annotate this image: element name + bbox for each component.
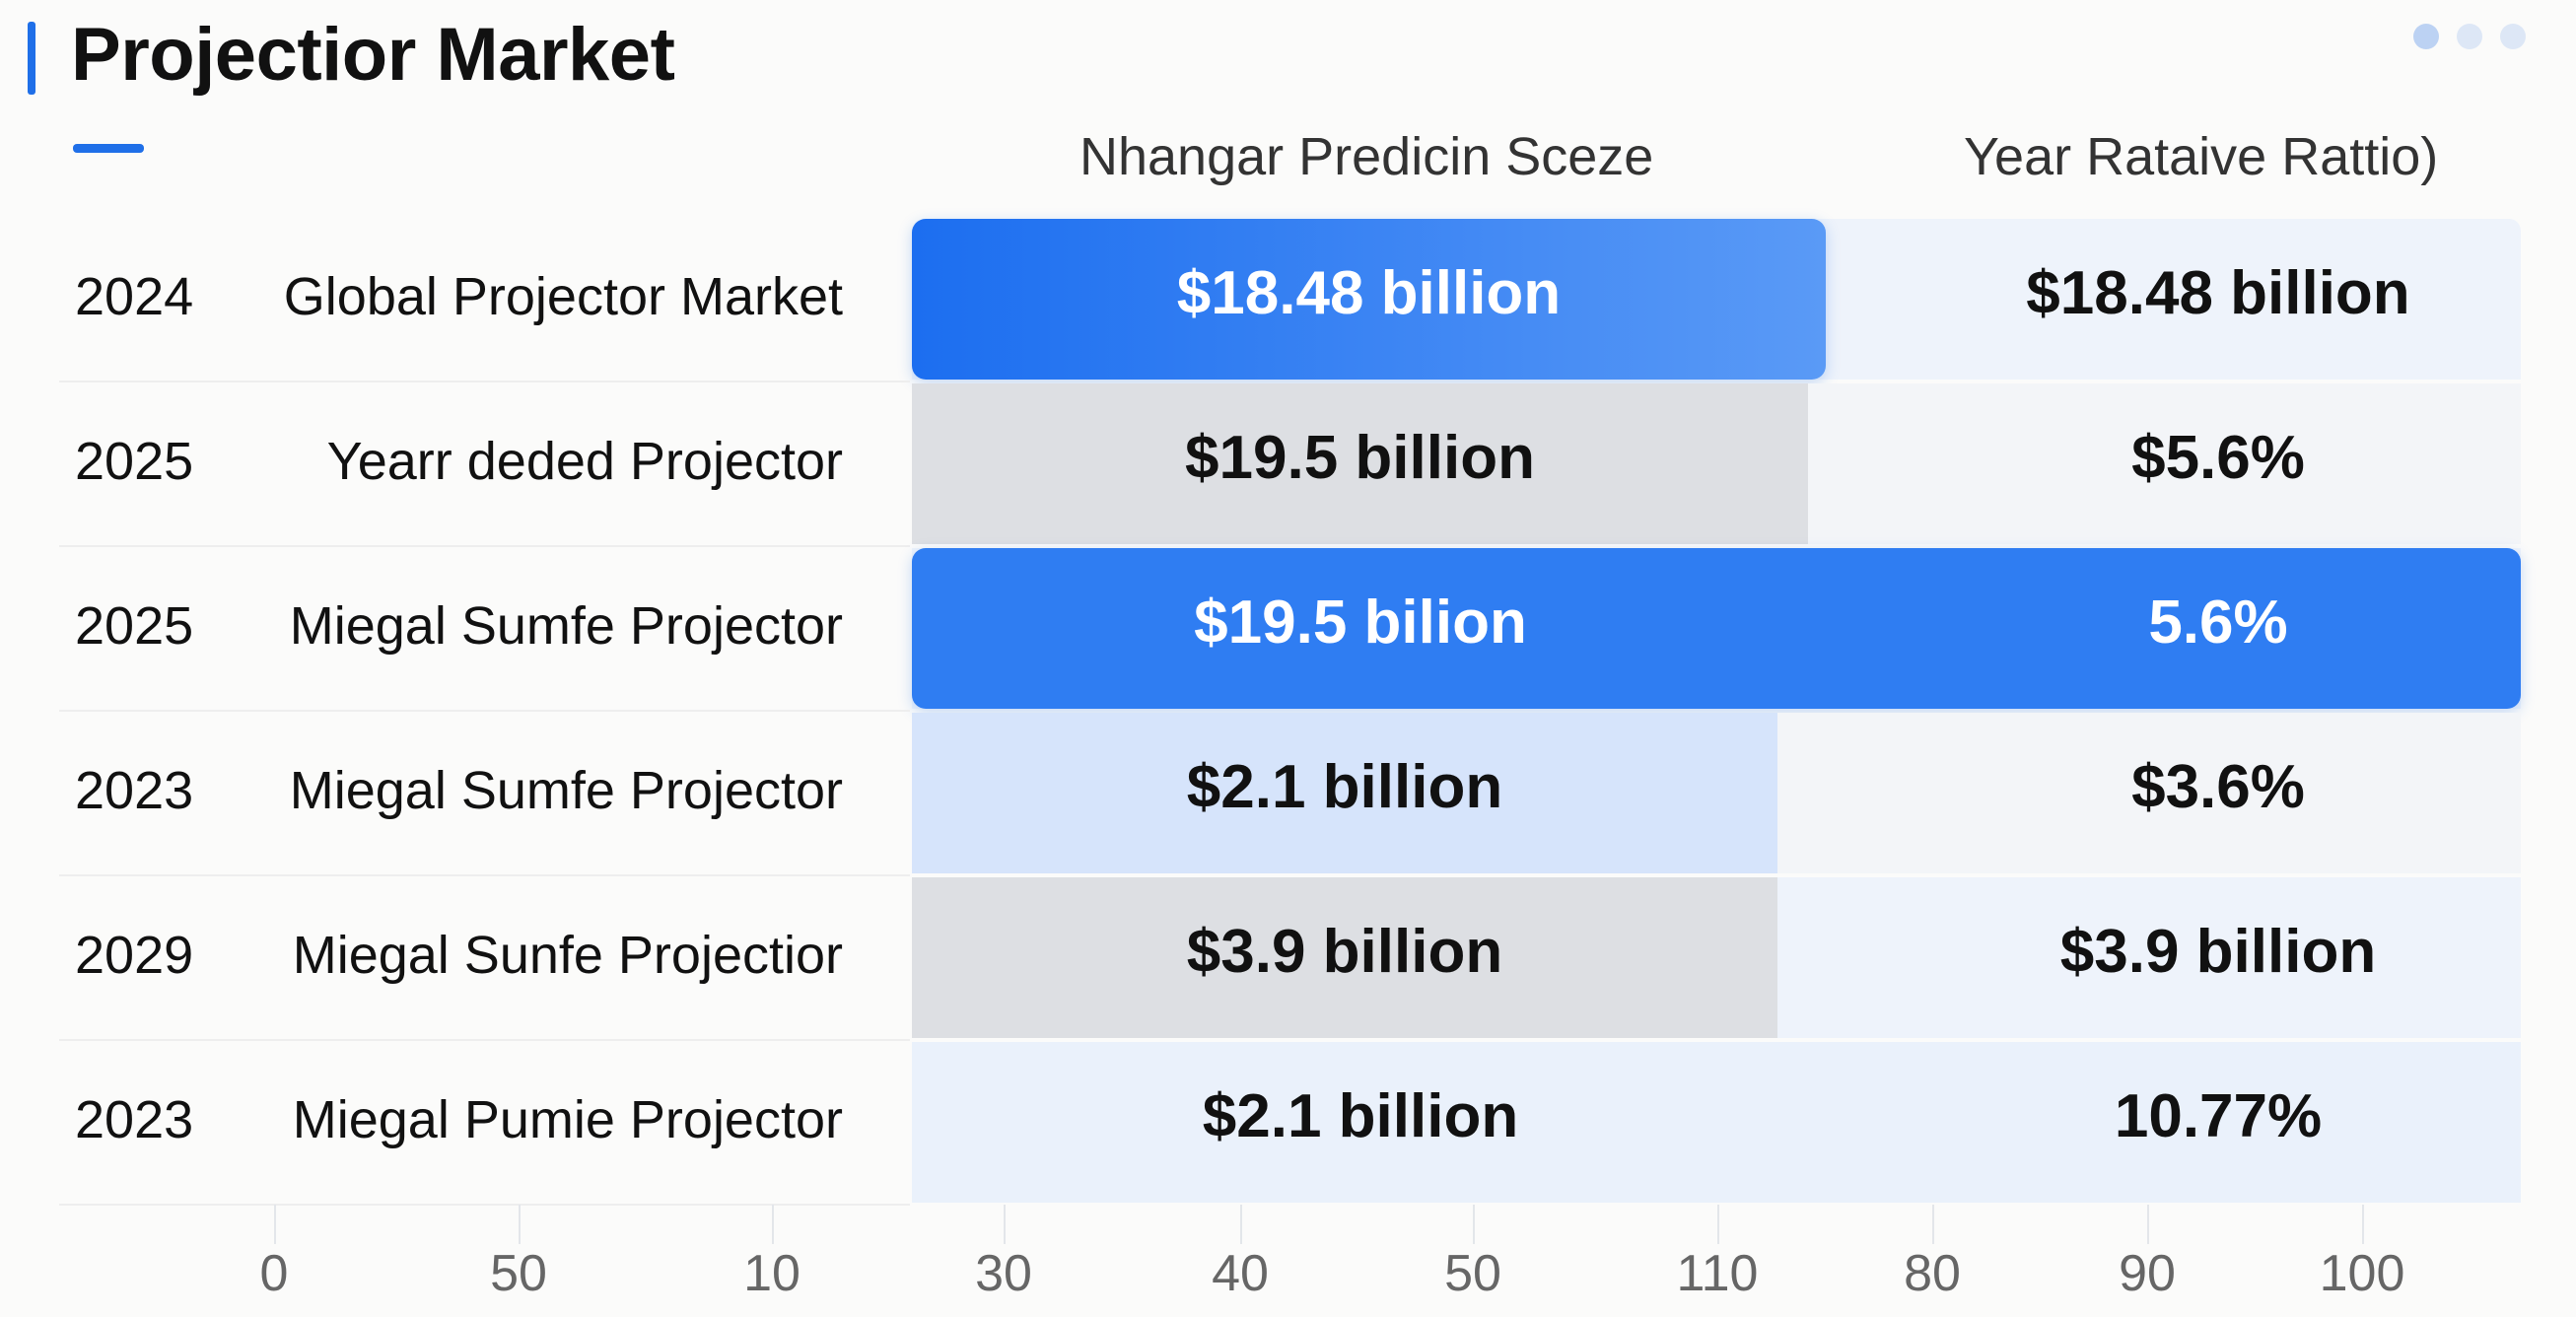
x-gridline [1473,1205,1475,1244]
size-value: $19.5 billion [1185,424,1535,492]
x-tick-label: 110 [1676,1245,1759,1302]
row-label: Miegal Sumfe Projector [289,596,843,656]
size-value: $2.1 billion [1202,1082,1519,1150]
x-gridline [772,1205,774,1244]
dot-1[interactable] [2413,24,2439,49]
row-separator [59,710,910,712]
title-accent-bar [28,22,35,95]
x-tick-label: 80 [1904,1245,1961,1302]
row-label: Miegal Sunfe Projectior [292,926,843,985]
x-gridline [1240,1205,1242,1244]
row-label: Miegal Sumfe Projector [289,761,843,820]
row-label: Miegal Pumie Projector [292,1090,843,1149]
x-tick-label: 90 [2119,1245,2176,1302]
ratio-value: $3.9 billion [2059,918,2377,986]
bar [912,383,1808,544]
bar [912,219,1826,380]
dot-2[interactable] [2457,24,2482,49]
bar [912,713,1777,873]
x-tick-label: 40 [1212,1245,1269,1302]
column-header-size: Nhangar Predicin Sceze [1079,127,1654,186]
row-year: 2024 [75,267,194,326]
ratio-value: $18.48 billion [2026,259,2410,327]
row-year: 2029 [75,926,194,985]
x-tick-label: 30 [975,1245,1032,1302]
row-year: 2023 [75,1090,194,1149]
size-value: $3.9 billion [1186,918,1503,986]
row-separator [59,1204,910,1206]
x-gridline [274,1205,276,1244]
x-gridline [1004,1205,1006,1244]
bar [912,548,2521,709]
ratio-value: 5.6% [2148,589,2288,657]
dot-3[interactable] [2500,24,2526,49]
x-tick-label: 100 [2319,1245,2405,1302]
ratio-value: $5.6% [2131,424,2305,492]
x-gridline [1717,1205,1719,1244]
bar [912,1042,2521,1203]
row-label: Global Projector Market [283,267,843,326]
x-gridline [1932,1205,1934,1244]
x-gridline [519,1205,521,1244]
row-separator [59,1039,910,1041]
row-year: 2023 [75,761,194,820]
size-value: $18.48 billion [1176,259,1562,327]
x-tick-label: 50 [1444,1245,1501,1302]
row-year: 2025 [75,596,194,656]
ratio-value: 10.77% [2114,1082,2323,1150]
title-underline [73,144,144,153]
size-value: $19.5 bilion [1194,589,1527,657]
x-gridline [2362,1205,2364,1244]
page-title: Projectior Market [71,13,675,97]
pagination-dots[interactable] [2413,24,2526,49]
x-gridline [2147,1205,2149,1244]
size-value: $2.1 billion [1186,753,1503,821]
x-tick-label: 10 [743,1245,801,1302]
ratio-value: $3.6% [2131,753,2305,821]
bar [912,877,1777,1038]
x-tick-label: 50 [490,1245,547,1302]
row-separator [59,381,910,382]
row-separator [59,545,910,547]
column-header-ratio: Year Rataive Rattio) [1964,127,2439,186]
row-label: Yearr deded Projector [326,432,843,491]
row-year: 2025 [75,432,194,491]
row-separator [59,874,910,876]
x-tick-label: 0 [259,1245,289,1302]
